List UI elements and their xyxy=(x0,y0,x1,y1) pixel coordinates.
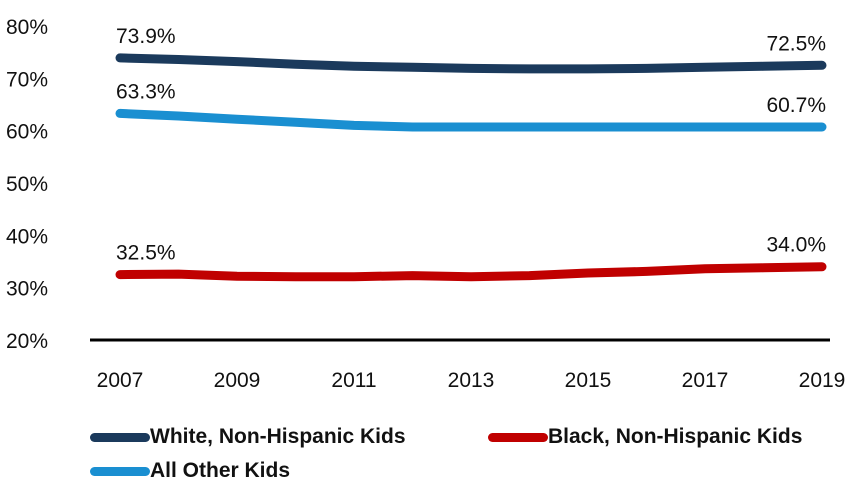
y-tick-label: 80% xyxy=(6,16,48,39)
series-line-2 xyxy=(115,108,827,132)
legend-item-white: White, Non-Hispanic Kids xyxy=(90,420,406,454)
legend-item-other: All Other Kids xyxy=(90,454,290,488)
y-tick-label: 30% xyxy=(6,278,48,301)
y-tick-label: 20% xyxy=(6,330,48,353)
legend-swatch-other xyxy=(90,466,150,476)
y-axis-ticks: 20% 30% 40% 50% 60% 70% 80% xyxy=(6,16,48,353)
data-label-end-1: 34.0% xyxy=(766,234,826,257)
line-chart: 20%30%40%50%60%70%80% 2007 2009 2011 2013 20… xyxy=(6,16,846,392)
series-lines xyxy=(115,53,827,282)
legend-label-white: White, Non-Hispanic Kids xyxy=(150,425,406,448)
data-label-start-1: 32.5% xyxy=(116,242,176,265)
series-line-0 xyxy=(115,53,827,74)
data-label-start-2: 63.3% xyxy=(116,80,176,103)
y-tick-label: 60% xyxy=(6,121,48,144)
series-line-1 xyxy=(115,262,827,282)
x-tick-label: 2009 xyxy=(214,369,261,392)
y-tick-label: 50% xyxy=(6,173,48,196)
data-label-end-0: 72.5% xyxy=(766,32,826,55)
data-label-start-0: 73.9% xyxy=(116,25,176,48)
x-axis-ticks: 2007 2009 2011 2013 2015 2017 2019 xyxy=(97,369,846,392)
y-tick-label: 40% xyxy=(6,225,48,248)
x-tick-label: 2013 xyxy=(448,369,495,392)
x-tick-label: 2007 xyxy=(97,369,144,392)
legend-item-black: Black, Non-Hispanic Kids xyxy=(488,420,802,454)
x-tick-label: 2017 xyxy=(682,369,729,392)
data-labels: 73.9% 72.5% 32.5% 34.0% 63.3% 60.7% xyxy=(116,25,826,265)
x-tick-label: 2015 xyxy=(565,369,612,392)
x-tick-label: 2011 xyxy=(331,369,376,392)
legend-swatch-white xyxy=(90,432,150,442)
y-tick-label: 70% xyxy=(6,68,48,91)
legend-label-other: All Other Kids xyxy=(150,459,291,482)
x-tick-label: 2019 xyxy=(799,369,846,392)
legend-swatch-black xyxy=(488,432,548,442)
data-label-end-2: 60.7% xyxy=(766,94,826,117)
legend-label-black: Black, Non-Hispanic Kids xyxy=(548,425,803,448)
